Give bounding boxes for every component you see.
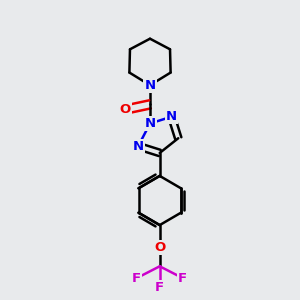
Text: O: O	[119, 103, 130, 116]
Text: N: N	[133, 140, 144, 153]
Text: O: O	[154, 241, 165, 254]
Text: N: N	[166, 110, 177, 123]
Text: F: F	[132, 272, 141, 285]
Text: F: F	[178, 272, 187, 285]
Text: N: N	[144, 79, 156, 92]
Text: F: F	[155, 281, 164, 294]
Text: N: N	[144, 117, 156, 130]
